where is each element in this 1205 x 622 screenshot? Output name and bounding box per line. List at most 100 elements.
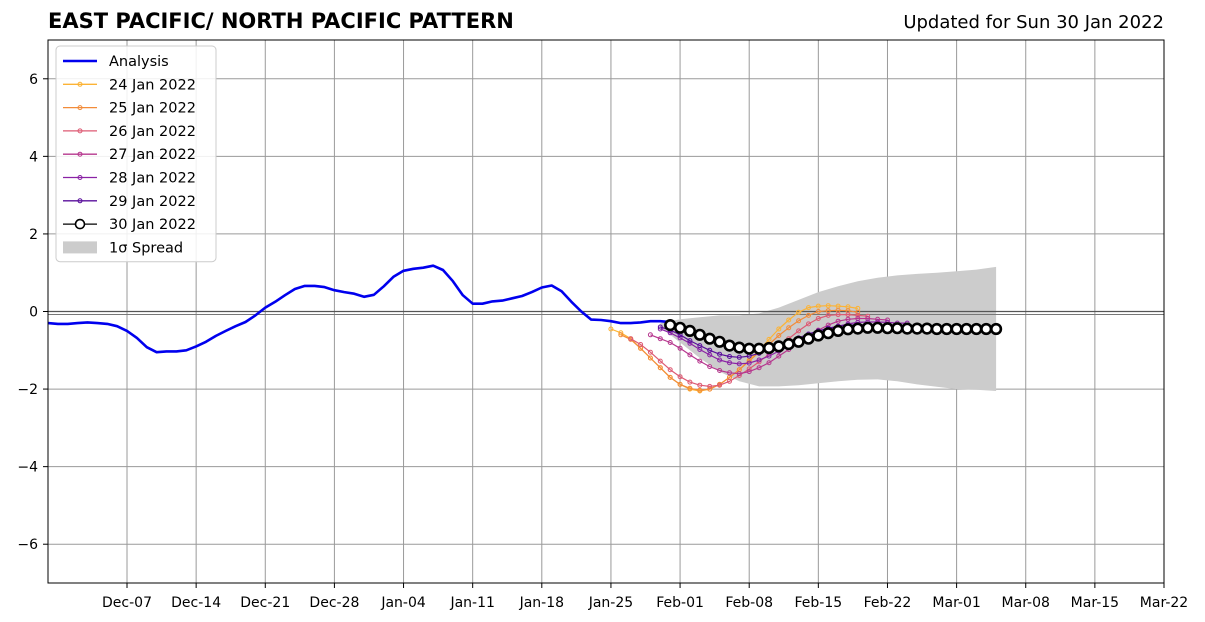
series-point	[667, 374, 673, 380]
series-point	[736, 354, 742, 360]
series-27-jan-2022	[647, 316, 890, 377]
series-point	[618, 332, 624, 338]
x-tick-label: Feb-22	[864, 595, 912, 611]
series-point	[806, 312, 811, 318]
x-tick-label: Mar-01	[932, 595, 980, 611]
legend-label: 28 Jan 2022	[109, 171, 196, 187]
series-point	[766, 336, 772, 342]
series-point	[825, 312, 831, 318]
x-tick-label: Feb-01	[656, 595, 704, 611]
series-point	[697, 387, 703, 393]
x-tick-label: Feb-15	[795, 595, 843, 611]
series-point	[776, 326, 782, 332]
series-point	[736, 371, 742, 377]
series-point	[796, 309, 802, 315]
series-line	[47, 264, 671, 354]
series-point	[733, 341, 746, 354]
legend-spread-swatch	[63, 241, 97, 254]
series-point	[746, 366, 752, 372]
x-tick-label: Mar-08	[1002, 595, 1050, 611]
series-point	[687, 338, 693, 344]
legend-marker	[77, 151, 83, 157]
series-point	[940, 322, 953, 336]
x-tick-label: Jan-11	[449, 595, 494, 611]
series-point	[707, 386, 713, 392]
series-point	[796, 328, 802, 334]
series-point	[697, 358, 703, 364]
series-point	[687, 379, 693, 385]
series-point	[717, 351, 723, 357]
series-point	[657, 336, 663, 342]
legend-label-spread: 1σ Spread	[109, 240, 183, 256]
series-point	[851, 322, 864, 335]
series-point	[687, 385, 693, 391]
series-point	[657, 358, 663, 364]
y-tick-label: −2	[17, 382, 38, 398]
x-tick-label: Dec-07	[102, 595, 152, 611]
series-point	[638, 342, 644, 347]
series-point	[841, 323, 855, 336]
series-point	[727, 378, 732, 384]
legend-marker	[77, 81, 83, 87]
legend-marker	[77, 198, 83, 204]
series-point	[822, 327, 835, 340]
legend-marker	[77, 128, 83, 134]
series-point	[693, 328, 706, 341]
series-30-jan-2022	[664, 319, 1003, 355]
series-point	[796, 318, 802, 324]
series-point	[746, 369, 752, 375]
series-point	[756, 365, 762, 371]
x-tick-label: Jan-18	[519, 595, 564, 611]
series-point	[772, 340, 785, 353]
series-point	[687, 352, 693, 358]
x-tick-label: Mar-22	[1140, 595, 1188, 611]
y-tick-label: −6	[17, 537, 38, 553]
series-point	[920, 322, 934, 335]
legend-label: 27 Jan 2022	[109, 147, 196, 163]
series-point	[812, 329, 825, 342]
series-point	[667, 340, 673, 345]
series-point	[792, 335, 805, 348]
series-point	[717, 357, 723, 363]
series-point	[707, 347, 713, 353]
series-point	[683, 324, 697, 338]
series-point	[697, 382, 703, 388]
series-point	[815, 303, 821, 309]
series-point	[727, 360, 732, 366]
series-point	[855, 309, 861, 315]
series-point	[707, 364, 713, 370]
series-point	[776, 353, 782, 359]
series-point	[752, 342, 766, 355]
series-point	[831, 324, 845, 338]
series-point	[762, 341, 776, 355]
series-point	[891, 322, 904, 335]
series-point	[970, 322, 983, 336]
series-point	[881, 322, 894, 335]
legend-label: 24 Jan 2022	[109, 77, 196, 93]
series-point	[628, 336, 634, 342]
zero-line-layer	[48, 310, 1164, 315]
series-point	[835, 318, 841, 324]
y-tick-label: 2	[29, 227, 38, 243]
series-point	[727, 354, 732, 359]
series-point	[697, 343, 703, 349]
series-point	[727, 370, 732, 376]
chart-title: EAST PACIFIC/ NORTH PACIFIC PATTERN	[48, 9, 514, 33]
series-point	[766, 353, 772, 359]
legend-marker	[74, 218, 86, 230]
series-point	[687, 340, 693, 346]
legend-marker	[77, 175, 83, 180]
series-point	[608, 326, 614, 332]
x-tick-label: Mar-15	[1071, 595, 1119, 611]
series-point	[776, 333, 782, 338]
series-point	[845, 316, 851, 322]
legend-label: 25 Jan 2022	[109, 101, 196, 117]
legend-label: 29 Jan 2022	[109, 194, 196, 210]
series-point	[657, 324, 663, 330]
series-point	[707, 383, 713, 389]
chart-subtitle: Updated for Sun 30 Jan 2022	[903, 12, 1164, 33]
series-point	[673, 321, 687, 334]
series-point	[825, 303, 831, 309]
series-point	[950, 322, 963, 336]
series-point	[901, 322, 914, 335]
